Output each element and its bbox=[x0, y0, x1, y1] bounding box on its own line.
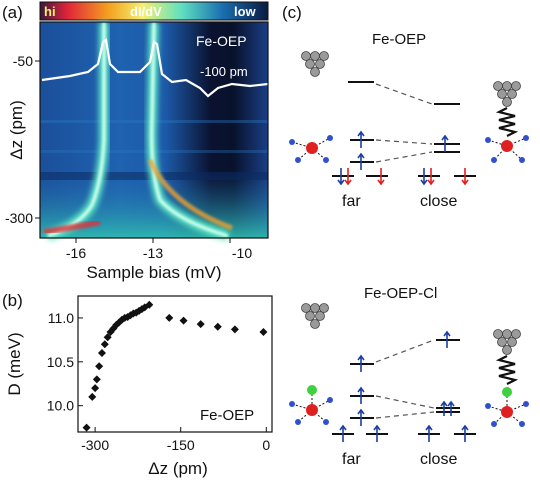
spin-arrows-bottom bbox=[339, 330, 469, 442]
data-point bbox=[179, 316, 188, 325]
tip-icon-left-top bbox=[301, 51, 329, 77]
energy-levels-top bbox=[332, 81, 476, 177]
panel-a-xtick-0: -16 bbox=[66, 245, 86, 261]
data-point bbox=[95, 362, 104, 371]
data-point bbox=[92, 375, 101, 384]
panel-b-ylabel: D (meV) bbox=[5, 332, 24, 395]
panel-a-yaxis: -50 -300 Δz (pm) bbox=[5, 53, 40, 226]
panel-a-xtick-1: -13 bbox=[143, 245, 163, 261]
data-point bbox=[165, 313, 174, 322]
molecule-icon-far-bottom bbox=[289, 385, 333, 425]
data-point bbox=[100, 340, 109, 349]
panel-c-bottom-title: Fe-OEP-Cl bbox=[364, 285, 437, 302]
colorbar-hi-label: hi bbox=[44, 4, 56, 19]
tip-icon-right-bottom bbox=[493, 329, 521, 355]
data-point bbox=[230, 325, 239, 334]
panel-c-far-top: far bbox=[342, 193, 361, 210]
spring-icon-bottom bbox=[495, 355, 519, 385]
spin-arrows-top bbox=[337, 130, 469, 186]
molecule-icon-close-bottom bbox=[485, 387, 529, 427]
data-point bbox=[103, 333, 112, 342]
panel-a-xlabel: Sample bias (mV) bbox=[86, 263, 221, 282]
y-tick-label: 10.5 bbox=[47, 354, 74, 370]
tip-icon-left-bottom bbox=[301, 303, 329, 329]
didv-spectrum-line bbox=[41, 38, 269, 98]
data-point bbox=[97, 349, 106, 358]
molecule-icon-close-top bbox=[485, 135, 529, 163]
energy-levels-bottom bbox=[332, 339, 476, 435]
panel-a: hi dI/dV low Fe-OEP -100 pm bbox=[5, 1, 269, 282]
panel-c: Fe-OEP Fe-OEP-Cl bbox=[289, 31, 529, 468]
panel-c-far-bottom: far bbox=[342, 451, 361, 468]
panel-b-points bbox=[82, 300, 268, 432]
panel-c-top-title: Fe-OEP bbox=[372, 31, 426, 48]
molecule-icon-far-top bbox=[289, 135, 333, 163]
colorbar-mid-label: dI/dV bbox=[130, 4, 162, 19]
data-point bbox=[91, 384, 100, 393]
y-tick-label: 11.0 bbox=[48, 310, 74, 326]
map-molecule-label: Fe-OEP bbox=[196, 33, 247, 49]
didv-map: Fe-OEP -100 pm bbox=[40, 21, 269, 241]
data-point bbox=[259, 327, 268, 336]
colorbar bbox=[39, 1, 269, 21]
map-setpoint-label: -100 pm bbox=[200, 64, 248, 79]
panel-b: Fe-OEP -300 -150 0 10.0 10.5 11.0 D (meV) Δz … bbox=[5, 295, 273, 478]
correlation-dashes-top bbox=[375, 83, 433, 163]
correlation-dashes-bottom bbox=[375, 339, 435, 419]
panel-a-ytick-1: -300 bbox=[5, 210, 33, 226]
data-point bbox=[213, 322, 222, 331]
panel-a-ylabel: Δz (pm) bbox=[7, 100, 26, 160]
x-tick-label: 0 bbox=[262, 437, 270, 453]
panel-c-close-top: close bbox=[420, 193, 457, 210]
panel-b-axes: -300 -150 0 10.0 10.5 11.0 bbox=[47, 310, 271, 453]
y-tick-label: 10.0 bbox=[47, 398, 74, 414]
data-point bbox=[88, 392, 97, 401]
panel-label-c: (c) bbox=[282, 3, 302, 22]
data-point bbox=[196, 320, 205, 329]
panel-label-a: (a) bbox=[2, 3, 23, 22]
panel-a-xaxis: -16 -13 -10 Sample bias (mV) bbox=[66, 238, 252, 282]
x-tick-label: -300 bbox=[81, 437, 109, 453]
data-point bbox=[82, 423, 91, 432]
spring-icon-top bbox=[495, 107, 519, 137]
panel-label-b: (b) bbox=[2, 291, 23, 310]
data-point bbox=[145, 300, 154, 309]
x-tick-label: -150 bbox=[167, 437, 195, 453]
panel-b-annotation: Fe-OEP bbox=[200, 407, 254, 424]
panel-a-xtick-2: -10 bbox=[232, 245, 252, 261]
tip-icon-right-top bbox=[493, 81, 521, 107]
colorbar-low-label: low bbox=[234, 4, 257, 19]
panel-b-xlabel: Δz (pm) bbox=[148, 459, 208, 478]
panel-a-ytick-0: -50 bbox=[13, 53, 33, 69]
panel-c-close-bottom: close bbox=[420, 451, 457, 468]
